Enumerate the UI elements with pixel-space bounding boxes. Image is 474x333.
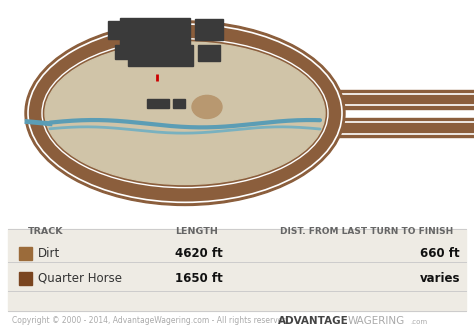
Text: varies: varies <box>419 271 460 285</box>
Text: TRACK: TRACK <box>28 227 64 236</box>
Text: Quarter Horse: Quarter Horse <box>38 271 122 285</box>
Text: LENGTH: LENGTH <box>175 227 218 236</box>
Bar <box>330 90 474 109</box>
Bar <box>115 45 133 59</box>
Bar <box>147 99 169 108</box>
Bar <box>330 119 474 137</box>
Text: 4620 ft: 4620 ft <box>175 246 223 260</box>
Ellipse shape <box>192 95 222 119</box>
Ellipse shape <box>25 21 345 205</box>
Text: Copyright © 2000 - 2014, AdvantageWagering.com - All rights reserved.: Copyright © 2000 - 2014, AdvantageWageri… <box>12 316 290 325</box>
Text: DIST. FROM LAST TURN TO FINISH: DIST. FROM LAST TURN TO FINISH <box>280 227 453 236</box>
Bar <box>198 45 220 61</box>
Text: .com: .com <box>410 319 427 325</box>
Bar <box>195 20 223 41</box>
Bar <box>8 229 466 311</box>
Ellipse shape <box>45 42 325 184</box>
Text: 660 ft: 660 ft <box>420 246 460 260</box>
Text: WAGERING: WAGERING <box>348 316 405 326</box>
Bar <box>108 21 128 39</box>
Bar <box>120 18 190 45</box>
Text: ADVANTAGE: ADVANTAGE <box>278 316 349 326</box>
Bar <box>19 247 32 260</box>
Bar <box>128 45 193 66</box>
Text: Dirt: Dirt <box>38 246 60 260</box>
Bar <box>173 99 185 108</box>
Bar <box>19 272 32 285</box>
Text: 1650 ft: 1650 ft <box>175 271 223 285</box>
